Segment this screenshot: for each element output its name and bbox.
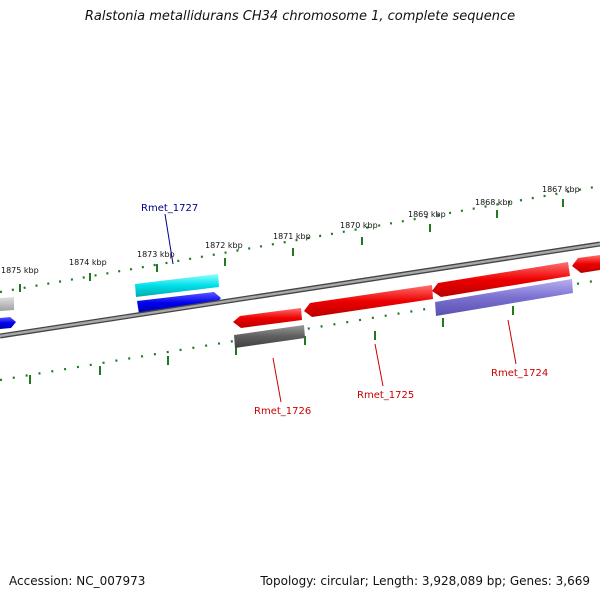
gene-arrow-left-blue[interactable] <box>0 317 16 329</box>
kbp-label-1873: 1873 kbp <box>137 250 175 259</box>
gene-arrow-1727[interactable] <box>137 292 221 314</box>
outer-scale-ring <box>0 184 600 294</box>
cyan-feature-1727[interactable] <box>135 274 219 297</box>
topology-text: Topology: circular; Length: 3,928,089 bp… <box>260 574 590 588</box>
gene-arrow-1724[interactable] <box>432 262 570 297</box>
kbp-label-1870: 1870 kbp <box>340 221 378 230</box>
gray-fragment-left[interactable] <box>0 297 14 311</box>
map-title: Ralstonia metallidurans CH34 chromosome … <box>84 9 516 24</box>
gene-label-rmet-1724[interactable]: Rmet_1724 <box>491 368 548 379</box>
gene-label-rmet-1726[interactable]: Rmet_1726 <box>254 406 311 417</box>
gene-arrow-right-edge[interactable] <box>572 255 600 273</box>
gene-arrow-1725[interactable] <box>304 285 433 317</box>
gene-label-rmet-1725[interactable]: Rmet_1725 <box>357 390 414 401</box>
reverse-features <box>233 279 573 348</box>
gene-arrow-1726[interactable] <box>233 308 302 328</box>
kbp-labels: 1875 kbp 1874 kbp 1873 kbp 1872 kbp 1871… <box>1 185 580 275</box>
gene-label-rmet-1727[interactable]: Rmet_1727 <box>141 203 198 214</box>
kbp-label-1867: 1867 kbp <box>542 185 580 194</box>
forward-features <box>0 255 600 329</box>
kbp-label-1869: 1869 kbp <box>408 210 446 219</box>
kbp-label-1874: 1874 kbp <box>69 258 107 267</box>
gene-leader-lines <box>164 213 517 403</box>
outer-major-ticks <box>19 199 564 292</box>
kbp-label-1872: 1872 kbp <box>205 241 243 250</box>
lavender-feature-1724[interactable] <box>435 279 573 316</box>
gray-feature-1726[interactable] <box>234 325 305 348</box>
accession-text: Accession: NC_007973 <box>9 574 146 588</box>
kbp-label-1875: 1875 kbp <box>1 266 39 275</box>
kbp-label-1868: 1868 kbp <box>475 198 513 207</box>
kbp-label-1871: 1871 kbp <box>273 232 311 241</box>
inner-major-ticks <box>29 306 514 384</box>
